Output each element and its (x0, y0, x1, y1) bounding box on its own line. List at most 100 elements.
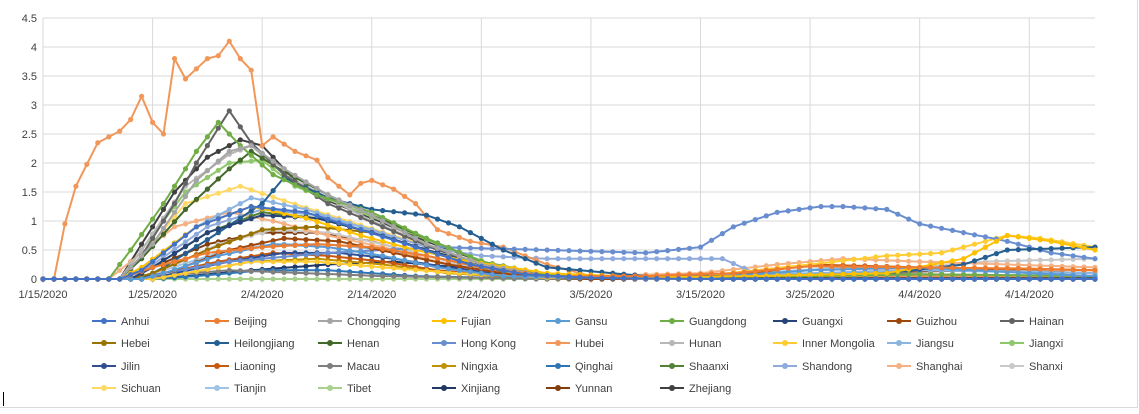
data-point (456, 234, 462, 240)
data-point (237, 258, 243, 264)
data-point (1059, 272, 1065, 278)
data-point (160, 225, 167, 231)
data-point (774, 209, 780, 215)
data-point (1015, 269, 1021, 276)
data-point (248, 67, 254, 73)
legend-label: Henan (347, 338, 379, 350)
data-point (566, 248, 572, 254)
legend-item: Shanxi (1000, 361, 1063, 373)
legend-item: Jiangxi (1000, 338, 1063, 350)
data-point (204, 262, 210, 269)
data-point (456, 267, 462, 273)
data-point (511, 251, 517, 257)
data-point (259, 268, 265, 275)
data-point (719, 231, 726, 237)
data-point (314, 259, 320, 265)
data-point (270, 172, 276, 178)
data-point (445, 274, 452, 280)
data-point (643, 250, 649, 256)
data-point (281, 269, 287, 275)
data-point (270, 134, 276, 140)
data-point (182, 239, 189, 245)
data-point (522, 256, 528, 262)
data-point (281, 207, 287, 213)
data-point (248, 276, 254, 282)
data-point (697, 276, 704, 282)
legend-item: Macau (318, 361, 380, 373)
data-point (763, 267, 769, 273)
data-point (818, 276, 824, 282)
data-point (686, 256, 693, 262)
legend-label: Gansu (575, 316, 607, 328)
data-point (621, 249, 627, 255)
legend-swatch-marker (214, 385, 220, 391)
legend-item: Ningxia (432, 361, 499, 373)
data-point (884, 270, 890, 276)
data-point (434, 227, 441, 233)
data-point (237, 201, 243, 207)
data-point (182, 256, 189, 262)
legend-item: Yunnan (546, 383, 612, 395)
data-point (1059, 245, 1065, 251)
legend-swatch-marker (214, 363, 220, 369)
data-point (336, 197, 342, 203)
data-point (741, 276, 747, 282)
legend-item: Inner Mongolia (773, 338, 876, 350)
data-point (248, 148, 254, 154)
data-point (106, 276, 112, 282)
data-point (391, 220, 397, 226)
data-point (226, 223, 232, 229)
legend-label: Jiangxi (1029, 338, 1063, 350)
data-point (160, 270, 167, 276)
data-point (139, 267, 145, 273)
data-point (380, 264, 386, 270)
legend-item: Tianjin (205, 383, 266, 395)
data-point (785, 276, 791, 282)
legend-label: Fujian (461, 316, 491, 328)
data-point (369, 244, 375, 250)
data-point (993, 261, 1000, 267)
data-point (456, 249, 462, 255)
data-point (193, 260, 199, 266)
data-point (347, 223, 353, 229)
data-point (270, 154, 276, 160)
data-point (785, 208, 791, 214)
data-point (423, 257, 430, 263)
y-tick-label: 1 (31, 216, 37, 228)
data-point (588, 256, 594, 262)
data-point (259, 256, 265, 262)
data-point (1048, 246, 1054, 252)
data-point (939, 260, 945, 266)
data-point (982, 261, 989, 267)
data-point (281, 276, 287, 282)
data-point (895, 268, 901, 274)
data-point (270, 226, 276, 232)
data-point (204, 168, 210, 174)
data-point (982, 234, 989, 240)
data-point (303, 242, 309, 248)
data-point (215, 220, 221, 226)
data-point (632, 250, 638, 256)
data-point (248, 158, 254, 164)
data-point (993, 272, 1000, 278)
data-point (807, 276, 813, 282)
data-point (873, 276, 879, 282)
data-point (193, 148, 199, 154)
data-point (1015, 265, 1021, 271)
data-point (139, 276, 145, 282)
data-point (380, 224, 386, 230)
data-point (248, 143, 254, 149)
data-point (1015, 234, 1021, 240)
data-point (949, 247, 956, 253)
legend: Anhui Beijing Chongqing Fujian Gansu Guangdon… (92, 316, 1064, 395)
data-point (336, 183, 342, 189)
data-point (752, 217, 758, 223)
data-point (1070, 267, 1076, 273)
data-point (259, 212, 265, 218)
data-point (654, 256, 660, 262)
data-point (686, 245, 693, 251)
data-point (182, 232, 189, 239)
data-point (160, 261, 167, 268)
